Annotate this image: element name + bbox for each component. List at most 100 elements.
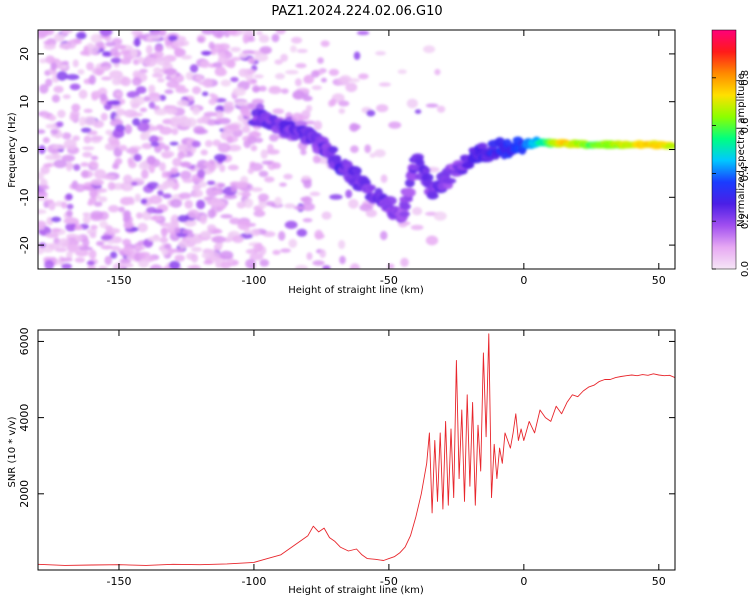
spectrogram-noise-cell [109,47,119,57]
spectrogram-noise-cell [192,106,200,116]
spectrogram-x-ticks: -150 -100 -50 0 50 [106,30,666,287]
spectrogram-noise-cell [210,189,223,195]
spectrogram-noise-cell [253,243,260,254]
spectrogram-noise-cell [131,30,144,36]
spectrogram-noise-cell [82,215,91,225]
spectrogram-noise-cell [174,47,184,58]
spectrogram-noise-cell [220,214,233,219]
spectrogram-noise-cell [129,112,143,117]
spectrogram-noise-cell [159,237,169,244]
spectrogram-noise-cell [261,160,273,165]
spectrogram-noise-cell [109,251,118,259]
spectrogram-noise-cell [182,229,193,235]
spectrogram-noise-cell [48,200,56,211]
spectrogram-noise-cell [132,77,142,86]
spectrogram-noise-cell [89,160,96,167]
spectrogram-noise-cell [127,196,135,204]
colorbar-tick-label: 0.8 [740,70,750,86]
spectrogram-noise-cell [82,212,91,217]
spectrogram-noise-cell [338,108,346,114]
spectrogram-noise-cell [189,264,202,269]
spectrogram-noise-cell [149,30,164,36]
spectrogram-noise-cell [43,43,56,50]
spectrogram-noise-cell [242,33,250,44]
spectrogram-noise-cell [208,164,216,172]
spectrogram-noise-cell [217,142,231,153]
spectrogram-noise-cell [163,68,177,76]
spectrogram-noise-cell [184,199,194,209]
spectrogram-noise-cell [99,66,111,71]
spectrogram-noise-cell [83,108,93,113]
spectrogram-noise-cell [241,49,255,55]
colorbar-gradient [711,29,737,270]
spectrogram-noise-cell [254,53,269,62]
figure-title: PAZ1.2024.224.02.06.G10 [271,4,442,19]
spectrogram-noise-cell [90,33,102,44]
spectrogram-noise-cell [223,101,234,107]
spectrogram-noise-cell [106,100,118,105]
spectrogram-noise-cell [71,103,81,112]
spectrogram-ridge-cell [422,167,431,174]
colorbar-tick-label: 0.0 [740,261,750,277]
spectrogram-noise-cell [172,40,185,48]
spectrogram-noise-cell [136,34,146,40]
spectrogram-noise-cell [86,260,95,266]
spectrogram-noise-cell [105,129,113,135]
spectrogram-noise-cell [112,128,125,139]
spectrogram-noise-cell [66,250,73,259]
spectrogram-noise-cell [62,30,74,34]
spectrogram-noise-cell [406,98,418,109]
spectrogram-noise-cell [66,203,74,210]
spectrogram-noise-cell [133,245,146,251]
colorbar-tick-label: 0.6 [740,118,750,134]
snr-x-ticks: -150 -100 -50 0 50 [106,330,666,588]
spectrogram-noise-cell [274,59,283,65]
spectrogram-noise-cell [257,210,265,215]
spectrogram-noise-cell [201,252,211,259]
spectrogram-noise-cell [38,220,47,228]
spectrogram-noise-cell [180,54,193,60]
spectrogram-noise-cell [258,170,269,178]
spectrogram-noise-cell [119,57,132,65]
spectrogram-noise-cell [349,263,360,269]
spectrogram-noise-cell [163,57,171,67]
spectrogram-noise-cell [53,85,64,94]
spectrogram-noise-cell [258,34,270,43]
spectrogram-noise-cell [214,66,226,76]
spectrogram-noise-cell [250,78,257,84]
spectrogram-noise-cell [314,229,324,240]
spectrogram-noise-cell [133,153,142,162]
spectrogram-noise-cell [241,191,251,198]
spectrogram-noise-cell [244,228,251,235]
spectrogram-noise-cell [178,240,189,249]
spectrogram-noise-cell [274,73,285,80]
spectrogram-noise-cell [115,108,126,116]
spectrogram-noise-cell [146,155,156,165]
spectrogram-noise-cell [339,75,352,84]
spectrogram-noise-cell [200,60,211,69]
spectrogram-noise-cell [56,121,64,128]
spectrogram-noise-cell [290,45,297,53]
spectrogram-noise-cell [140,118,151,124]
spectrogram-noise-cell [51,228,61,233]
spectrogram-noise-cell [201,51,211,56]
spectrogram-noise-cell [170,214,180,225]
spectrogram-noise-cell [433,211,447,221]
spectrogram-noise-cell [203,260,214,265]
spectrogram-noise-cell [185,71,194,81]
spectrogram-noise-cell [123,210,132,219]
spectrogram-noise-cell [54,247,68,253]
spectrogram-noise-cell [38,245,45,255]
spectrogram-noise-cell [99,30,113,37]
spectrogram-noise-cell [104,255,113,266]
spectrogram-noise-cell [120,50,130,55]
spectrogram-noise-cell [77,69,85,75]
spectrogram-noise-cell [329,98,337,106]
x-tick-label: -50 [380,274,398,287]
spectrogram-noise-cell [149,126,160,131]
spectrogram-noise-cell [75,234,83,242]
spectrogram-noise-cell [250,187,263,192]
spectrogram-ridge-cell [477,142,488,150]
spectrogram-noise-cell [164,41,173,47]
